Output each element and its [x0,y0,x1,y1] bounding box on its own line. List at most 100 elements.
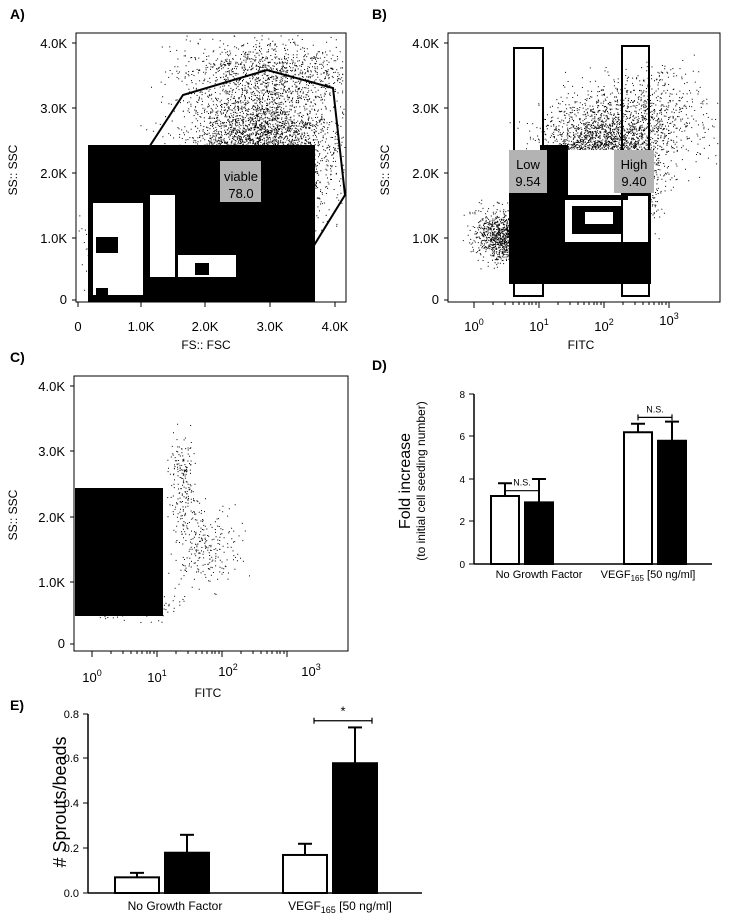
panel-b-label: B) [372,6,387,22]
panel-e-bars: * [114,704,378,895]
panel-a-gate-value: 78.0 [228,186,253,201]
panel-c-y-axis: 4.0K 3.0K 2.0K 1.0K 0 SS:: SSC [6,379,74,651]
panel-a-xtick: 4.0K [322,319,349,334]
panel-e: E) # Sprouts/beads 0.8 0.6 0.4 0.2 0.0 *… [10,697,422,915]
panel-d-ytick: 2 [459,517,465,528]
bar [524,501,554,565]
panel-a-label: A) [10,6,25,22]
panel-a-xtick: 2.0K [192,319,219,334]
panel-b-ytick: 2.0K [412,166,439,181]
panel-e-ytick: 0.6 [64,753,79,765]
panel-b-xtick: 103 [659,311,678,328]
significance-label: * [340,704,345,719]
panel-b-ytick: 1.0K [412,231,439,246]
panel-b-low-value: 9.54 [515,174,540,189]
panel-a-xtick: 0 [74,319,81,334]
panel-c-label: C) [10,349,25,365]
panel-b-high-value: 9.40 [621,174,646,189]
panel-e-ytick: 0.0 [64,888,79,900]
panel-e-ytick: 0.8 [64,709,79,721]
bar [332,762,378,894]
panel-e-y-axis: 0.8 0.6 0.4 0.2 0.0 [64,709,89,900]
panel-d-ylabel-sub: (to initial cell seeding number) [414,401,428,560]
panel-c-xlabel: FITC [195,686,222,700]
panel-c-x-axis: 100 101 102 103 FITC [82,651,321,700]
panel-c: C) 4.0K 3.0K 2.0K 1.0K 0 SS:: SSC [6,349,349,700]
panel-a-ylabel: SS:: SSC [6,144,20,195]
panel-b-xtick: 101 [529,317,548,334]
panel-c-xtick: 102 [218,662,237,679]
panel-e-xtick: No Growth Factor [128,899,223,913]
panel-b-ylabel: SS:: SSC [378,144,392,195]
panel-c-xtick: 100 [82,668,101,685]
panel-b-xlabel: FITC [568,338,595,352]
panel-d-ytick: 6 [459,432,465,443]
panel-a-xtick: 1.0K [128,319,155,334]
panel-b-xticks [473,302,670,308]
panel-b-ytick: 0 [432,292,439,307]
panel-a-ytick: 3.0K [40,101,67,116]
panel-e-ytick: 0.4 [64,798,79,810]
panel-d-ytick: 8 [459,390,465,401]
panel-d-xtick: No Growth Factor [496,569,583,581]
panel-c-ytick: 3.0K [38,444,65,459]
panel-c-ytick: 2.0K [38,510,65,525]
panel-b-occlusion [509,145,651,284]
panel-e-xtick: VEGF165 [50 ng/ml] [288,899,392,915]
panel-a-gate-name: viable [224,169,258,184]
panel-b: B) Low 9.54 High 9.40 4.0K 3.0K 2.0K 1.0… [372,6,721,352]
panel-a-x-axis: 0 1.0K 2.0K 3.0K 4.0K FS:: FSC [74,302,349,352]
panel-b-ytick: 3.0K [412,101,439,116]
panel-c-xtick: 101 [147,668,166,685]
panel-b-low-name: Low [516,157,540,172]
panel-a-occlusion [88,145,315,302]
significance-label: N.S. [513,478,531,488]
panel-b-dots [462,52,719,270]
panel-d-ylabel-main: Fold increase [397,433,414,529]
panel-c-xticks [91,651,288,657]
panel-b-high-box [614,150,654,193]
bar [657,439,687,565]
panel-c-frame [73,375,349,652]
bar [282,853,328,895]
panel-d-bars: N.S. N.S. [490,404,687,565]
panel-d-ytick: 0 [459,560,465,571]
panel-c-ylabel: SS:: SSC [6,489,20,540]
significance-label: N.S. [646,404,664,414]
panel-e-ylabel: # Sprouts/beads [50,736,70,867]
panel-c-occlusion [75,488,163,616]
panel-b-low-box [509,150,547,193]
panel-c-ytick: 0 [58,636,65,651]
panel-d-label: D) [372,357,387,373]
event-dots [160,498,250,595]
panel-a-ytick: 2.0K [40,166,67,181]
panel-d-y-axis: 8 6 4 2 0 [459,390,475,571]
panel-b-ytick: 4.0K [412,36,439,51]
bar [623,431,653,565]
panel-b-xtick: 102 [594,317,613,334]
bar [114,876,160,895]
panel-e-label: E) [10,697,24,713]
panel-b-y-axis: 4.0K 3.0K 2.0K 1.0K 0 SS:: SSC [378,36,448,307]
panel-b-high-name: High [621,157,648,172]
event-dots [167,423,199,541]
panel-a-gate-box [220,161,261,202]
event-dots [462,199,548,270]
bar [490,495,520,565]
panel-d-ytick: 4 [459,475,465,486]
panel-e-ytick: 0.2 [64,843,79,855]
panel-b-x-axis: 100 101 102 103 FITC [464,302,679,352]
panel-a-ytick: 1.0K [40,231,67,246]
panel-a-xtick: 3.0K [257,319,284,334]
panel-a-y-axis: 4.0K 3.0K 2.0K 1.0K 0 SS:: SSC [6,36,76,307]
panel-a: A) viable 78.0 4.0K 3.0K 2.0K 1.0K 0 SS:… [6,6,349,352]
panel-c-ytick: 1.0K [38,575,65,590]
panel-c-xtick: 103 [301,662,320,679]
panel-a-xlabel: FS:: FSC [181,338,231,352]
panel-d-xtick: VEGF165 [50 ng/ml] [601,569,696,583]
panel-d: D) Fold increase (to initial cell seedin… [372,357,712,583]
panel-a-ytick: 0 [60,292,67,307]
panel-c-ytick: 4.0K [38,379,65,394]
panel-b-xtick: 100 [464,317,483,334]
